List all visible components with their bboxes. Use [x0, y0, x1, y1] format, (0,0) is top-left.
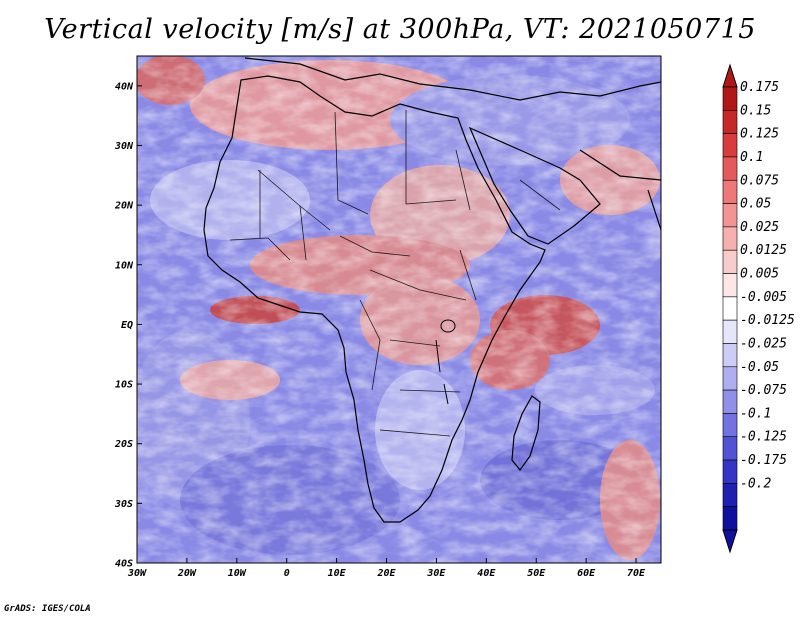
country-borders [229, 110, 561, 437]
lon-tick-label: 60E [577, 568, 596, 579]
colorbar-label: -0.175 [740, 453, 787, 468]
colorbar-swatch [722, 249, 738, 274]
colorbar-swatch [722, 366, 738, 391]
colorbar-label: 0.075 [740, 173, 779, 188]
lat-tick-label: 10S [115, 380, 133, 391]
colorbar-label: 0.005 [740, 267, 779, 282]
colorbar-label: 0.05 [740, 197, 771, 212]
colorbar-swatch [722, 156, 738, 181]
colorbar-bottom-arrow [722, 529, 738, 554]
lon-tick-label: 40E [477, 568, 496, 579]
lon-tick-label: 30W [127, 568, 147, 579]
latitude-ticks: 40N 30N 20N 10N EQ 10S 20S 30S 40S [114, 81, 142, 570]
colorbar-label: -0.005 [740, 290, 787, 305]
colorbar-label: 0.025 [740, 220, 779, 235]
lon-tick-label: 10W [228, 568, 247, 579]
colorbar-swatch [722, 506, 738, 531]
colorbar-swatch [722, 273, 738, 298]
iran-coastline [579, 149, 661, 181]
field-texture [137, 56, 661, 563]
colorbar-label: 0.1 [740, 150, 763, 165]
colorbar-label: 0.125 [740, 127, 779, 142]
lon-tick-label: 20E [376, 568, 396, 579]
colorbar-swatch [722, 343, 738, 368]
colorbar-swatch [722, 436, 738, 461]
colorbar-swatch [722, 110, 738, 134]
map-frame [136, 55, 662, 564]
madagascar-coastline [511, 395, 541, 471]
colorbar-swatch [722, 483, 738, 507]
colorbar-swatch [722, 296, 738, 321]
colorbar-label: -0.1 [740, 406, 771, 421]
lat-tick-label: 30N [114, 141, 134, 152]
colorbar-label: -0.075 [740, 383, 787, 398]
colorbar-swatch [722, 203, 738, 228]
grads-credit: GrADS: IGES/COLA [4, 604, 91, 614]
lon-tick-label: 30E [426, 568, 446, 579]
lon-tick-label: 20W [177, 568, 197, 579]
colorbar-swatch [722, 389, 738, 414]
colorbar-label: 0.15 [740, 103, 771, 118]
colorbar-swatch [722, 459, 738, 484]
colorbar-swatch [722, 179, 738, 204]
colorbar-swatch [722, 319, 738, 344]
lat-tick-label: 40S [115, 559, 133, 570]
lon-tick-label: 70E [627, 568, 646, 579]
map-title: Vertical velocity [m/s] at 300hPa, VT: 2… [44, 14, 756, 45]
lon-tick-label: 50E [527, 568, 546, 579]
lon-tick-label: 0 [284, 568, 290, 579]
lat-tick-label: 20N [114, 201, 134, 212]
colorbar-swatch [722, 133, 738, 158]
lat-tick-label: EQ [121, 320, 133, 331]
colorbar-label: 0.175 [740, 80, 779, 95]
africa-coastline [203, 75, 546, 523]
lakes [435, 319, 456, 405]
arabia-coastline [468, 126, 601, 245]
colorbar-label: -0.05 [740, 360, 779, 375]
lat-tick-label: 30S [114, 499, 133, 510]
colorbar-label: -0.125 [740, 430, 787, 445]
colorbar-top-arrow [722, 63, 738, 88]
colorbar-swatch [722, 413, 738, 438]
map-plot-area [137, 56, 661, 563]
lat-tick-label: 10N [115, 260, 134, 271]
colorbar-label: -0.2 [740, 476, 771, 491]
coastlines [203, 57, 661, 523]
india-coastline [647, 189, 661, 231]
colorbar-swatch [722, 226, 738, 251]
lon-tick-label: 10E [328, 568, 347, 579]
lat-tick-label: 20S [114, 439, 133, 450]
colorbar: 0.175 0.15 0.125 0.1 0.075 0.05 0.025 0.0125 0.0… [722, 63, 795, 554]
colorbar-swatch [722, 86, 738, 111]
colorbar-label: 0.0125 [740, 243, 787, 258]
europe-coastline [244, 57, 661, 101]
colorbar-label: -0.025 [740, 336, 787, 351]
colorbar-label: -0.0125 [740, 313, 795, 328]
longitude-ticks: 30W 20W 10W 0 10E 20E 30E 40E 50E 60E 70E [127, 558, 646, 579]
lat-tick-label: 40N [115, 81, 134, 92]
